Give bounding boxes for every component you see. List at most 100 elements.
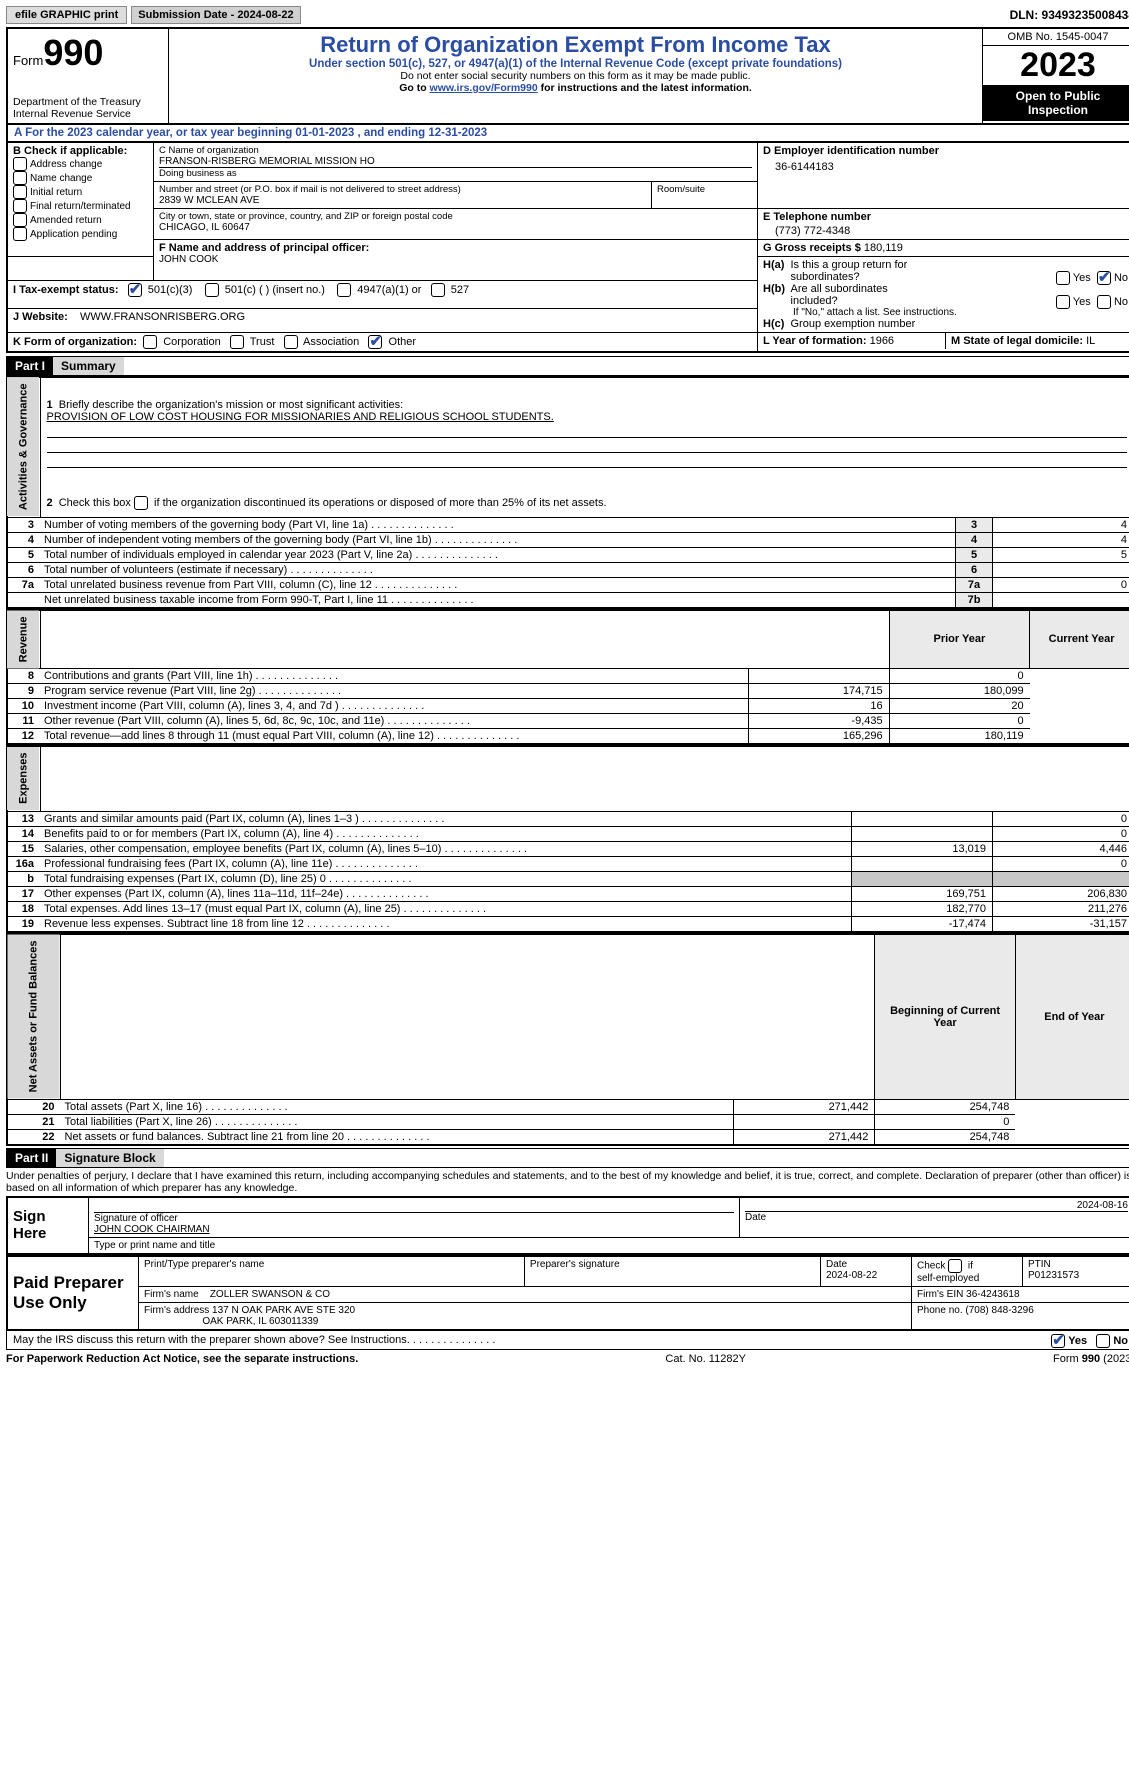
d-label: D Employer identification number	[763, 145, 1128, 157]
chk-trust[interactable]	[230, 335, 244, 349]
b-label: B Check if applicable:	[13, 145, 148, 157]
phone-value: (773) 772-4348	[763, 223, 1128, 237]
chk-pending[interactable]: Application pending	[13, 227, 148, 241]
part1-table: Activities & Governance 1 Briefly descri…	[6, 376, 1129, 609]
preparer-block: Paid Preparer Use Only Print/Type prepar…	[6, 1255, 1129, 1331]
expense-table: Expenses 13Grants and similar amounts pa…	[6, 745, 1129, 932]
table-row: 18Total expenses. Add lines 13–17 (must …	[7, 901, 1129, 916]
top-bar: efile GRAPHIC print Submission Date - 20…	[6, 6, 1129, 24]
state-domicile: IL	[1086, 335, 1095, 347]
officer-name: JOHN COOK	[159, 254, 752, 265]
table-row: Net unrelated business taxable income fr…	[7, 592, 1129, 608]
chk-initial[interactable]: Initial return	[13, 185, 148, 199]
chk-address[interactable]: Address change	[13, 157, 148, 171]
part2-title: Signature Block	[56, 1149, 163, 1167]
ha-no[interactable]	[1097, 271, 1111, 285]
table-row: 6Total number of volunteers (estimate if…	[7, 562, 1129, 577]
discuss-yes[interactable]	[1051, 1334, 1065, 1348]
firm-name: ZOLLER SWANSON & CO	[210, 1289, 330, 1300]
chk-assoc[interactable]	[284, 335, 298, 349]
c-name-label: C Name of organization	[159, 145, 752, 156]
table-row: 13Grants and similar amounts paid (Part …	[7, 811, 1129, 826]
dln-label: DLN: 93493235008434	[1010, 8, 1129, 22]
table-row: 14Benefits paid to or for members (Part …	[7, 826, 1129, 841]
netassets-table: Net Assets or Fund Balances Beginning of…	[6, 933, 1129, 1146]
dba-label: Doing business as	[159, 168, 752, 179]
chk-other[interactable]	[368, 335, 382, 349]
chk-discontinued[interactable]	[134, 496, 148, 510]
table-row: 15Salaries, other compensation, employee…	[7, 841, 1129, 856]
tab-netassets: Net Assets or Fund Balances	[7, 934, 61, 1099]
table-row: 3Number of voting members of the governi…	[7, 517, 1129, 532]
form-title: Return of Organization Exempt From Incom…	[174, 32, 977, 58]
firm-addr2: OAK PARK, IL 603011339	[202, 1316, 318, 1327]
prep-date: 2024-08-22	[826, 1270, 877, 1281]
room-label: Room/suite	[657, 184, 752, 195]
hc-row: H(c) Group exemption number	[763, 318, 1128, 330]
page-footer: For Paperwork Reduction Act Notice, see …	[6, 1353, 1129, 1365]
table-row: 12Total revenue—add lines 8 through 11 (…	[7, 729, 1129, 745]
col-prior: Prior Year	[889, 610, 1030, 669]
prep-name-label: Print/Type preparer's name	[139, 1256, 525, 1287]
open-to-public: Open to Public Inspection	[983, 85, 1129, 121]
omb-number: OMB No. 1545-0047	[983, 29, 1129, 46]
table-row: bTotal fundraising expenses (Part IX, co…	[7, 871, 1129, 886]
line1-label: Briefly describe the organization's miss…	[59, 399, 403, 411]
part1-header: Part I	[7, 357, 53, 375]
paid-preparer-label: Paid Preparer Use Only	[7, 1256, 139, 1330]
tab-revenue: Revenue	[7, 610, 40, 669]
j-label: J Website:	[13, 311, 68, 323]
tab-activities: Activities & Governance	[7, 377, 40, 517]
firm-addr1: 137 N OAK PARK AVE STE 320	[212, 1305, 355, 1316]
efile-button[interactable]: efile GRAPHIC print	[6, 6, 127, 24]
col-current: Current Year	[1030, 610, 1129, 669]
chk-final[interactable]: Final return/terminated	[13, 199, 148, 213]
i-label: I Tax-exempt status:	[13, 284, 119, 296]
g-label: G Gross receipts $	[763, 242, 861, 254]
chk-self-emp[interactable]	[948, 1259, 962, 1273]
gross-receipts: 180,119	[864, 242, 903, 254]
ha-row: H(a) Is this a group return for subordin…	[763, 259, 1128, 283]
chk-name[interactable]: Name change	[13, 171, 148, 185]
identity-block: B Check if applicable: Address change Na…	[6, 141, 1129, 353]
firm-phone: (708) 848-3296	[965, 1305, 1033, 1316]
table-row: 4Number of independent voting members of…	[7, 532, 1129, 547]
table-row: 5Total number of individuals employed in…	[7, 547, 1129, 562]
mission-text: PROVISION OF LOW COST HOUSING FOR MISSIO…	[47, 411, 554, 423]
form-header-table: Form990 Department of the Treasury Inter…	[6, 27, 1129, 125]
chk-527[interactable]	[431, 283, 445, 297]
discuss-no[interactable]	[1096, 1334, 1110, 1348]
hb-no[interactable]	[1097, 295, 1111, 309]
city-label: City or town, state or province, country…	[159, 211, 752, 222]
tax-year: 2023	[1020, 46, 1096, 84]
ein-value: 36-6144183	[763, 157, 1128, 173]
submission-date: Submission Date - 2024-08-22	[131, 6, 300, 24]
tab-expenses: Expenses	[7, 746, 40, 811]
sign-date: 2024-08-16	[745, 1200, 1128, 1211]
signature-block: Sign Here Signature of officer JOHN COOK…	[6, 1196, 1129, 1255]
firm-ein: 36-4243618	[966, 1289, 1019, 1300]
table-row: 17Other expenses (Part IX, column (A), l…	[7, 886, 1129, 901]
city-value: CHICAGO, IL 60647	[159, 222, 752, 233]
perjury-declaration: Under penalties of perjury, I declare th…	[6, 1168, 1129, 1196]
chk-501c3[interactable]	[128, 283, 142, 297]
ha-yes[interactable]	[1056, 271, 1070, 285]
hb-yes[interactable]	[1056, 295, 1070, 309]
irs-link[interactable]: www.irs.gov/Form990	[430, 82, 538, 94]
section-a: A For the 2023 calendar year, or tax yea…	[6, 125, 1129, 141]
street-value: 2839 W MCLEAN AVE	[159, 195, 646, 206]
table-row: 7aTotal unrelated business revenue from …	[7, 577, 1129, 592]
col-begin: Beginning of Current Year	[875, 934, 1016, 1099]
form-label: Form990	[13, 32, 163, 74]
chk-amended[interactable]: Amended return	[13, 213, 148, 227]
name-title-label: Type or print name and title	[89, 1237, 1129, 1254]
prep-sig-label: Preparer's signature	[524, 1256, 820, 1287]
discuss-row: May the IRS discuss this return with the…	[6, 1331, 1129, 1350]
form-subtitle: Under section 501(c), 527, or 4947(a)(1)…	[174, 58, 977, 70]
chk-corp[interactable]	[143, 335, 157, 349]
col-end: End of Year	[1015, 934, 1129, 1099]
chk-501c[interactable]	[205, 283, 219, 297]
k-label: K Form of organization:	[13, 336, 137, 348]
chk-4947[interactable]	[337, 283, 351, 297]
org-name: FRANSON-RISBERG MEMORIAL MISSION HO	[159, 156, 752, 167]
